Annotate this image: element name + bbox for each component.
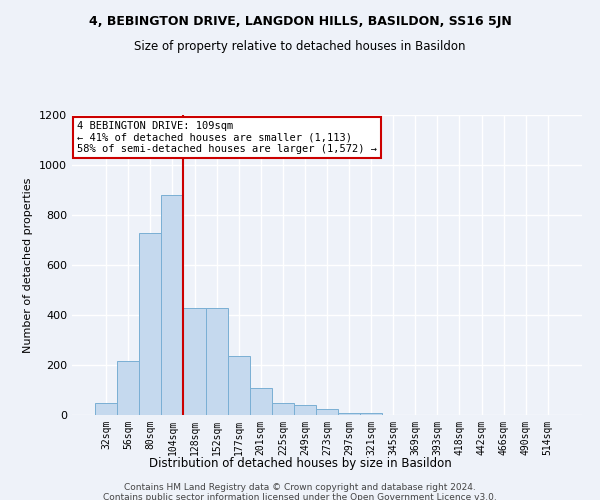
- Text: Contains public sector information licensed under the Open Government Licence v3: Contains public sector information licen…: [103, 492, 497, 500]
- Bar: [272, 403, 294, 415]
- Bar: [95, 402, 117, 415]
- Bar: [360, 412, 382, 415]
- Text: Distribution of detached houses by size in Basildon: Distribution of detached houses by size …: [149, 458, 451, 470]
- Bar: [184, 308, 206, 415]
- Y-axis label: Number of detached properties: Number of detached properties: [23, 178, 34, 352]
- Text: Contains HM Land Registry data © Crown copyright and database right 2024.: Contains HM Land Registry data © Crown c…: [124, 482, 476, 492]
- Text: Size of property relative to detached houses in Basildon: Size of property relative to detached ho…: [134, 40, 466, 53]
- Text: 4 BEBINGTON DRIVE: 109sqm
← 41% of detached houses are smaller (1,113)
58% of se: 4 BEBINGTON DRIVE: 109sqm ← 41% of detac…: [77, 121, 377, 154]
- Bar: [227, 356, 250, 415]
- Bar: [316, 409, 338, 415]
- Bar: [139, 232, 161, 415]
- Bar: [338, 412, 360, 415]
- Bar: [294, 404, 316, 415]
- Bar: [117, 361, 139, 415]
- Bar: [250, 388, 272, 415]
- Bar: [161, 195, 184, 415]
- Bar: [206, 308, 227, 415]
- Text: 4, BEBINGTON DRIVE, LANGDON HILLS, BASILDON, SS16 5JN: 4, BEBINGTON DRIVE, LANGDON HILLS, BASIL…: [89, 15, 511, 28]
